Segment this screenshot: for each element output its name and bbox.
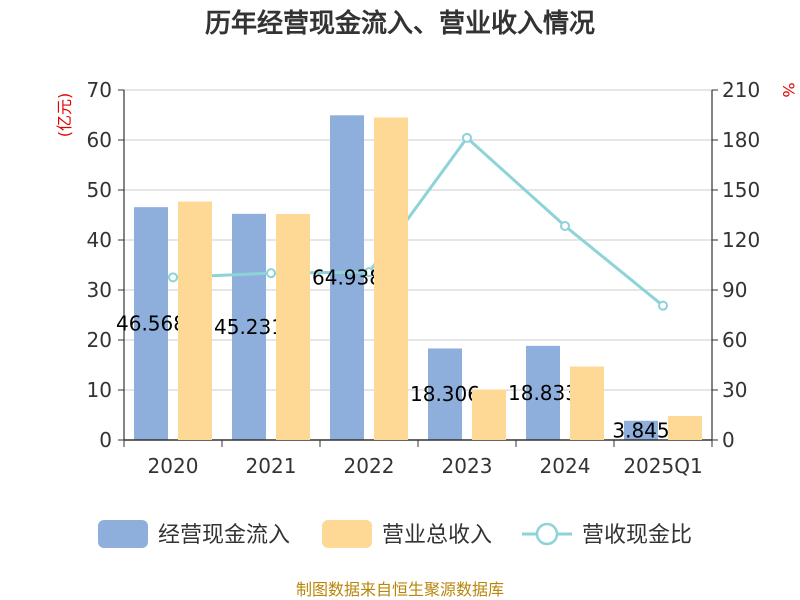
bar-cash-inflow (526, 345, 560, 440)
legend-swatch-marker (535, 522, 559, 546)
data-label: 18.833 (508, 381, 578, 405)
bar-revenue-overlay (178, 201, 212, 440)
y-left-tick-label: 40 (87, 228, 112, 252)
y-right-tick-label: 90 (722, 278, 747, 302)
legend: 经营现金流入 营业总收入 营收现金比 (98, 520, 692, 548)
x-tick-label: 2020 (148, 454, 199, 478)
ratio-point (266, 268, 276, 279)
y-right-tick-label: 210 (722, 78, 760, 102)
legend-swatch (322, 520, 372, 548)
x-tick-label: 2021 (246, 454, 297, 478)
ratio-point (168, 272, 178, 283)
y-left-unit: (亿元) (55, 93, 74, 138)
y-right-tick-label: 150 (722, 178, 760, 202)
bar-revenue-overlay (276, 214, 310, 440)
data-label: 46.568 (116, 312, 186, 336)
y-right-tick-label: 120 (722, 228, 760, 252)
bar-cash-inflow (232, 213, 266, 440)
y-left-tick-label: 30 (87, 278, 112, 302)
bar-cash-inflow (624, 420, 658, 440)
bar-cash-inflow (330, 115, 364, 440)
y-left-tick-label: 10 (87, 378, 112, 402)
legend-label: 经营现金流入 (158, 523, 290, 548)
legend-label: 营业总收入 (382, 523, 492, 548)
source-note: 制图数据来自恒生聚源数据库 (296, 580, 504, 599)
ratio-point (462, 132, 472, 143)
bar-revenue-overlay (472, 389, 506, 440)
legend-swatch (98, 520, 148, 548)
bar-revenue-overlay (570, 366, 604, 440)
y-left-tick-label: 70 (87, 78, 112, 102)
y-right-unit: % (779, 82, 798, 97)
legend-label: 营收现金比 (582, 523, 692, 548)
y-right-tick-label: 60 (722, 328, 747, 352)
data-labels: 46.568 45.231 64.938 18.306 18.833 3.845 (116, 117, 702, 442)
ratio-point (364, 267, 374, 278)
y-left-tick-label: 20 (87, 328, 112, 352)
gridlines (124, 89, 712, 391)
x-tick-label: 2023 (442, 454, 493, 478)
y-left-tick-label: 60 (87, 128, 112, 152)
ratio-point (658, 300, 668, 311)
y-right-tick-label: 0 (722, 428, 735, 452)
bar-revenue-overlay (668, 416, 702, 440)
y-left-tick-label: 50 (87, 178, 112, 202)
y-right-tick-label: 180 (722, 128, 760, 152)
chart-title: 历年经营现金流入、营业收入情况 (205, 8, 595, 39)
x-tick-label: 2025Q1 (623, 454, 702, 478)
bar-cash-inflow (428, 348, 462, 440)
bar-revenue-overlay (374, 117, 408, 440)
x-tick-label: 2024 (540, 454, 591, 478)
bar-cash-inflow (134, 207, 168, 440)
y-left-tick-label: 0 (99, 428, 112, 452)
axes: 0 10 20 30 40 50 60 70 0 30 60 90 120 150 180 210 2020 20… (87, 78, 761, 478)
data-label: 18.306 (410, 382, 480, 406)
y-right-tick-label: 30 (722, 378, 747, 402)
ratio-line-series (168, 132, 668, 311)
data-label: 45.231 (214, 315, 284, 339)
ratio-line (172, 135, 664, 307)
ratio-point (560, 221, 570, 231)
data-label: 3.845 (612, 418, 669, 442)
x-tick-label: 2022 (344, 454, 395, 478)
data-label: 64.938 (312, 266, 382, 290)
